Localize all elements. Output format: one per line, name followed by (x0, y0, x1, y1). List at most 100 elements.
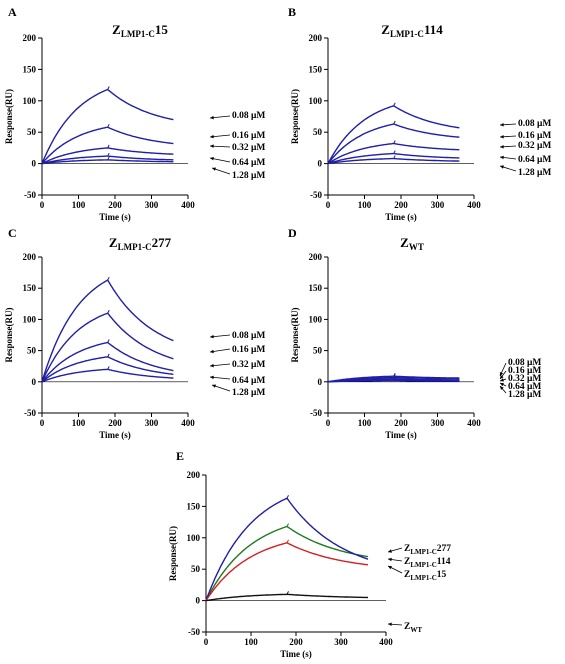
legend-label: 0.16 μM (508, 366, 541, 376)
legend-arrowhead (500, 123, 504, 127)
x-tick-label: 100 (358, 418, 372, 428)
legend-label: 0.64 μM (232, 158, 265, 168)
legend-label: 0.64 μM (508, 382, 541, 392)
series-line (328, 379, 460, 383)
injection-spike (393, 102, 396, 107)
series-line (41, 341, 174, 383)
x-axis-label: Time (s) (385, 212, 417, 222)
injection-spike (393, 375, 396, 379)
legend-arrowhead (500, 165, 504, 169)
panel-c: C ZLMP1-C277 -50 0 50 100 150 200 0 100 200 300 400 T… (4, 226, 265, 440)
injection-spike (107, 123, 110, 128)
legend-arrowhead (212, 167, 216, 171)
panel-title: ZLMP1-C15 (112, 22, 168, 39)
series-line (327, 152, 460, 165)
injection-spike (107, 156, 110, 161)
legend-arrowhead (210, 349, 214, 354)
x-tick-label: 0 (326, 200, 331, 210)
y-tick-label: 50 (313, 127, 323, 137)
y-tick-label: 100 (309, 314, 323, 324)
injection-spike (286, 523, 289, 527)
panel-b: B ZLMP1-C114 -50 0 50 100 150 200 0 100 200 300 400 T… (288, 5, 551, 222)
legend-arrowhead (500, 155, 504, 160)
panel-d: D ZWT -50 0 50 100 150 200 0 100 200 300 400 Time (s)… (288, 226, 541, 440)
injection-spike (107, 276, 110, 281)
injection-spike (286, 591, 289, 595)
legend-label: 0.16 μM (232, 345, 265, 355)
y-tick-label: -50 (310, 190, 322, 200)
series-line (41, 126, 174, 165)
x-tick-label: 100 (358, 200, 372, 210)
x-axis-label: Time (s) (99, 212, 131, 222)
injection-spike (393, 372, 396, 377)
legend-label: 0.08 μM (508, 358, 541, 368)
y-tick-label: 150 (23, 283, 37, 293)
x-tick-label: 0 (204, 637, 209, 647)
y-tick-label: 200 (309, 252, 323, 262)
series-line (41, 88, 174, 164)
legend-label: ZWT (404, 622, 422, 634)
y-tick-label: 0 (196, 596, 201, 606)
y-axis-label: Response(RU) (168, 526, 178, 581)
y-tick-label: -50 (24, 190, 36, 200)
injection-spike (107, 339, 110, 343)
legend-arrowhead (210, 375, 214, 380)
legend-label: 0.08 μM (518, 119, 551, 129)
legend-arrowhead (210, 157, 214, 161)
injection-spike (107, 309, 110, 314)
x-tick-label: 200 (108, 418, 122, 428)
x-tick-label: 200 (394, 418, 408, 428)
legend-label: ZLMP1-C114 (404, 557, 451, 569)
y-tick-label: 200 (309, 33, 323, 43)
injection-spike (107, 366, 110, 370)
x-tick-label: 200 (108, 200, 122, 210)
x-tick-label: 400 (467, 418, 481, 428)
injection-spike (393, 140, 396, 144)
y-tick-label: 0 (318, 377, 323, 387)
injection-spike (107, 86, 110, 90)
x-tick-label: 0 (40, 200, 45, 210)
legend-arrowhead (500, 386, 504, 390)
y-tick-label: 50 (191, 564, 201, 574)
legend-arrowhead (500, 378, 504, 382)
panel-letter: B (288, 5, 296, 19)
y-axis-label: Response(RU) (290, 307, 300, 362)
legend-arrowhead (388, 566, 392, 570)
x-tick-label: 300 (145, 200, 159, 210)
legend-label: 0.32 μM (232, 360, 265, 370)
injection-spike (286, 495, 289, 499)
panel-letter: E (176, 449, 184, 463)
y-tick-label: 200 (187, 470, 201, 480)
y-tick-label: -50 (310, 408, 322, 418)
legend-arrowhead (500, 135, 504, 139)
y-tick-label: 150 (309, 283, 323, 293)
legend-arrowhead (210, 363, 214, 368)
x-tick-label: 300 (431, 418, 445, 428)
legend-label: 0.32 μM (508, 374, 541, 384)
injection-spike (393, 120, 396, 125)
y-tick-label: 0 (318, 159, 323, 169)
panel-a: A ZLMP1-C15 -50 0 50 100 150 200 0 100 200 300 400 Ti… (4, 5, 265, 222)
injection-spike (393, 150, 396, 154)
legend-arrowhead (500, 145, 504, 149)
legend-label: 0.32 μM (518, 141, 551, 151)
legend-label: 1.28 μM (518, 168, 551, 178)
y-tick-label: 150 (187, 501, 201, 511)
injection-spike (393, 155, 396, 159)
y-tick-label: -50 (188, 627, 200, 637)
legend-label: ZLMP1-C277 (404, 544, 451, 556)
y-tick-label: 100 (309, 96, 323, 106)
y-axis-label: Response(RU) (290, 89, 300, 144)
series-line (41, 312, 174, 383)
y-tick-label: 50 (313, 346, 323, 356)
legend-label: 1.28 μM (232, 388, 265, 398)
y-tick-label: 150 (309, 64, 323, 74)
legend-arrowhead (388, 557, 392, 562)
panel-letter: C (8, 226, 17, 240)
legend-label: ZLMP1-C15 (404, 570, 447, 582)
series-line (41, 155, 174, 165)
legend-label: 0.08 μM (232, 331, 265, 341)
x-tick-label: 300 (145, 418, 159, 428)
legend-arrowhead (210, 144, 214, 148)
